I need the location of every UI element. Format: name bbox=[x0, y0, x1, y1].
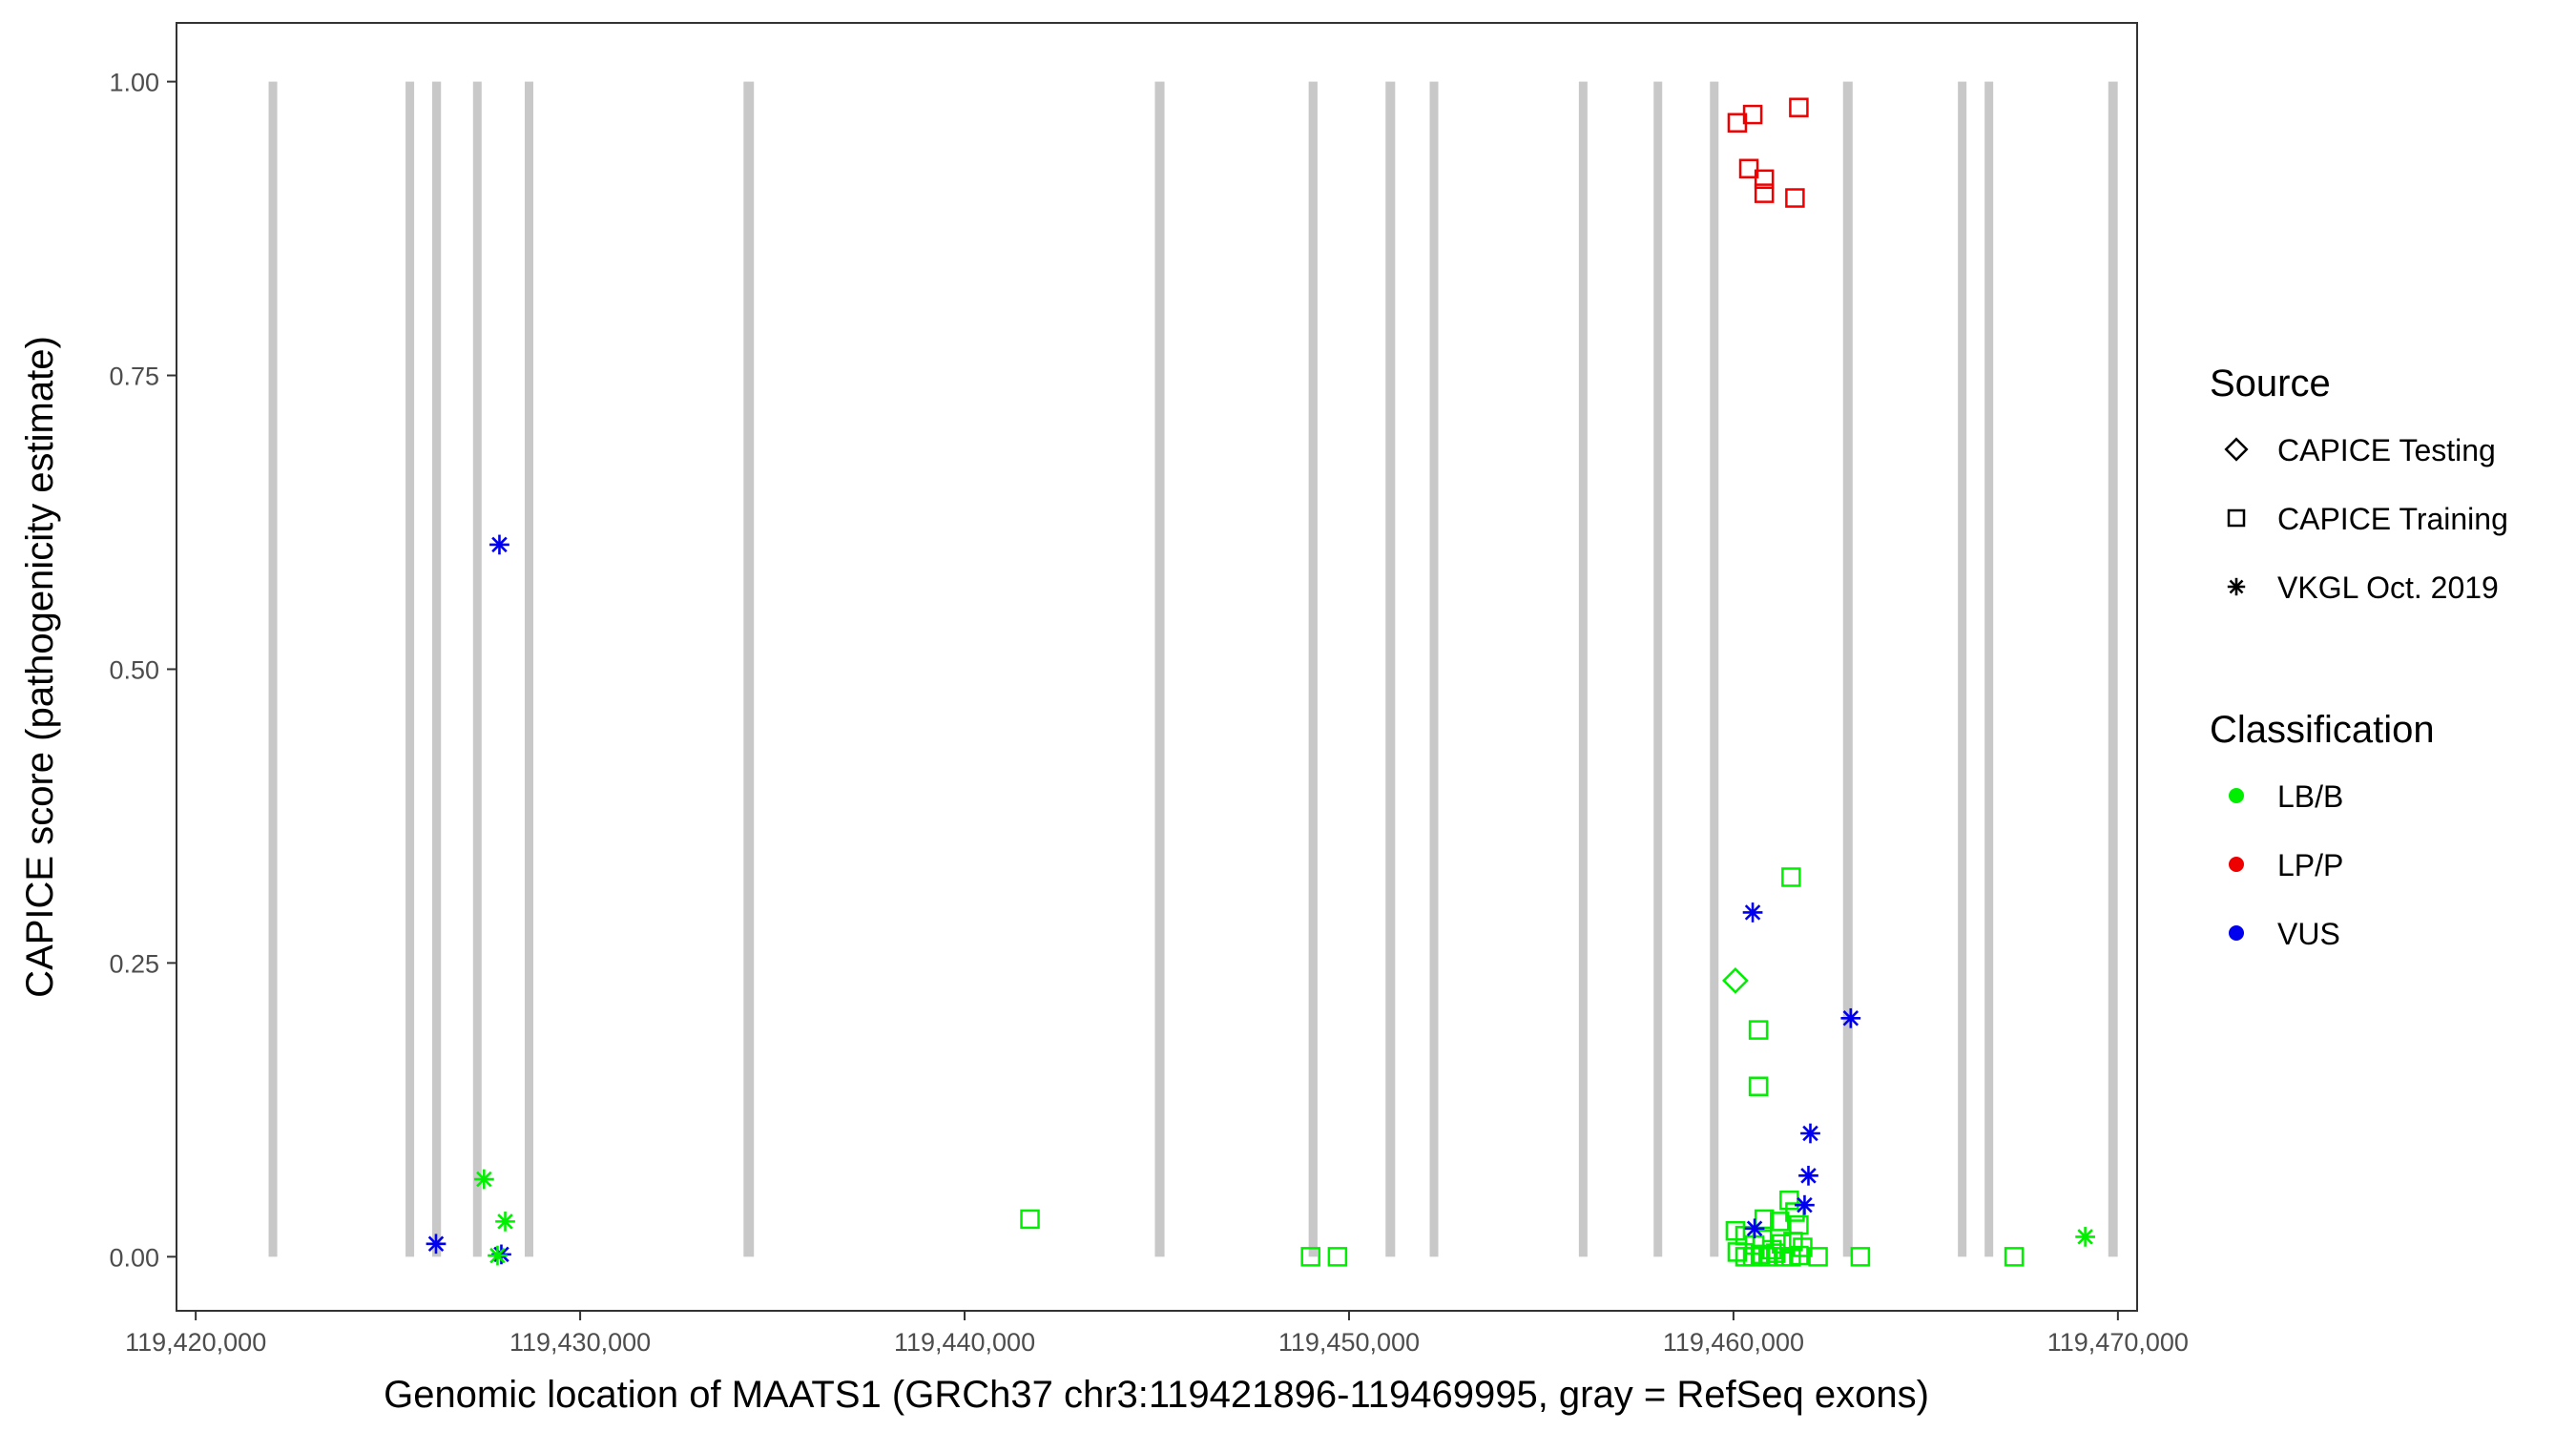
exon-band bbox=[1308, 81, 1318, 1257]
data-point-square bbox=[1754, 169, 1775, 190]
legend-classification-label: LP/P bbox=[2277, 848, 2343, 882]
y-axis: 0.00 0.25 0.50 0.75 1.00 bbox=[109, 69, 177, 1272]
y-tick-label: 0.50 bbox=[109, 655, 159, 684]
data-point-square bbox=[1789, 1214, 1809, 1235]
data-point-asterisk bbox=[1798, 1165, 1818, 1186]
exon-band bbox=[1385, 81, 1396, 1257]
legend-source-label: CAPICE Testing bbox=[2277, 433, 2496, 467]
data-point-square bbox=[1748, 1020, 1769, 1040]
y-tick-label: 0.25 bbox=[109, 949, 159, 978]
exon-band bbox=[405, 81, 415, 1257]
y-axis-title: CAPICE score (pathogenicity estimate) bbox=[19, 336, 61, 998]
exon-band bbox=[743, 81, 755, 1257]
legend-classification-label: LB/B bbox=[2277, 779, 2343, 814]
x-tick-label: 119,460,000 bbox=[1663, 1328, 1804, 1357]
data-point-square bbox=[1738, 158, 1759, 178]
legend-source: Source CAPICE Testing CAPICE Training VKGL… bbox=[2210, 363, 2508, 605]
x-tick-label: 119,450,000 bbox=[1278, 1328, 1420, 1357]
exon-band bbox=[1958, 81, 1967, 1257]
data-point-diamond bbox=[1722, 966, 1749, 994]
data-point-asterisk bbox=[488, 1245, 508, 1266]
x-tick-label: 119,420,000 bbox=[125, 1328, 266, 1357]
data-point-diamond bbox=[2224, 437, 2249, 462]
x-tick-label: 119,470,000 bbox=[2047, 1328, 2189, 1357]
legend-classification-label: VUS bbox=[2277, 917, 2340, 951]
data-point-asterisk bbox=[2227, 577, 2246, 596]
exon-band bbox=[1578, 81, 1588, 1257]
data-point-square bbox=[1850, 1247, 1871, 1267]
y-tick-label: 1.00 bbox=[109, 69, 159, 97]
data-point-asterisk bbox=[495, 1212, 515, 1232]
legend-color-dot bbox=[2229, 857, 2244, 872]
exon-band bbox=[268, 81, 278, 1257]
data-point-square bbox=[2227, 508, 2246, 528]
exon-band bbox=[431, 81, 442, 1257]
legend-classification: Classification LB/B LP/P VUS bbox=[2210, 709, 2435, 951]
data-point-square bbox=[1754, 183, 1775, 203]
data-point-asterisk bbox=[474, 1169, 494, 1190]
exon-band bbox=[1429, 81, 1439, 1257]
x-axis: 119,420,000 119,430,000 119,440,000 119,450… bbox=[125, 1311, 2189, 1357]
exon-band bbox=[1710, 81, 1719, 1257]
data-point-asterisk bbox=[426, 1234, 447, 1255]
exon-band bbox=[472, 81, 482, 1257]
data-point-asterisk bbox=[2075, 1227, 2095, 1247]
legend-classification-title: Classification bbox=[2210, 709, 2435, 751]
data-point-square bbox=[1789, 97, 1809, 117]
y-tick-label: 0.75 bbox=[109, 363, 159, 391]
x-tick-label: 119,430,000 bbox=[509, 1328, 651, 1357]
exon-band bbox=[1984, 81, 1994, 1257]
data-point-square bbox=[1785, 188, 1805, 208]
data-point-asterisk bbox=[1795, 1194, 1815, 1215]
data-point-square bbox=[1742, 104, 1763, 125]
data-point-asterisk bbox=[1742, 902, 1763, 923]
exon-bands bbox=[268, 81, 2118, 1257]
data-point-square bbox=[1779, 1190, 1799, 1211]
data-point-square bbox=[2004, 1247, 2025, 1267]
exon-band bbox=[1653, 81, 1663, 1257]
data-point-square bbox=[1300, 1247, 1320, 1267]
plot-panel bbox=[176, 22, 2138, 1312]
data-point-square bbox=[1781, 867, 1801, 887]
data-point-asterisk bbox=[1744, 1218, 1765, 1239]
exon-band bbox=[1842, 81, 1853, 1257]
legend-source-label: VKGL Oct. 2019 bbox=[2277, 570, 2499, 605]
y-tick-label: 0.00 bbox=[109, 1243, 159, 1272]
legend-color-dot bbox=[2229, 925, 2244, 941]
legend-source-label: CAPICE Training bbox=[2277, 502, 2508, 536]
exon-band bbox=[1154, 81, 1165, 1257]
data-point-square bbox=[1789, 1245, 1809, 1266]
data-points bbox=[426, 97, 2095, 1267]
legend-color-dot bbox=[2229, 788, 2244, 803]
data-point-square bbox=[1748, 1076, 1769, 1096]
x-tick-label: 119,440,000 bbox=[894, 1328, 1035, 1357]
data-point-square bbox=[1808, 1247, 1828, 1267]
legend-source-title: Source bbox=[2210, 363, 2331, 404]
data-point-square bbox=[1770, 1212, 1790, 1232]
data-point-asterisk bbox=[1800, 1123, 1820, 1144]
x-axis-title: Genomic location of MAATS1 (GRCh37 chr3:… bbox=[384, 1374, 1929, 1416]
exon-band bbox=[2108, 81, 2118, 1257]
exon-band bbox=[524, 81, 533, 1257]
data-point-square bbox=[1327, 1247, 1348, 1267]
data-point-asterisk bbox=[489, 534, 509, 555]
data-point-square bbox=[1020, 1209, 1040, 1230]
data-point-asterisk bbox=[1840, 1007, 1861, 1028]
